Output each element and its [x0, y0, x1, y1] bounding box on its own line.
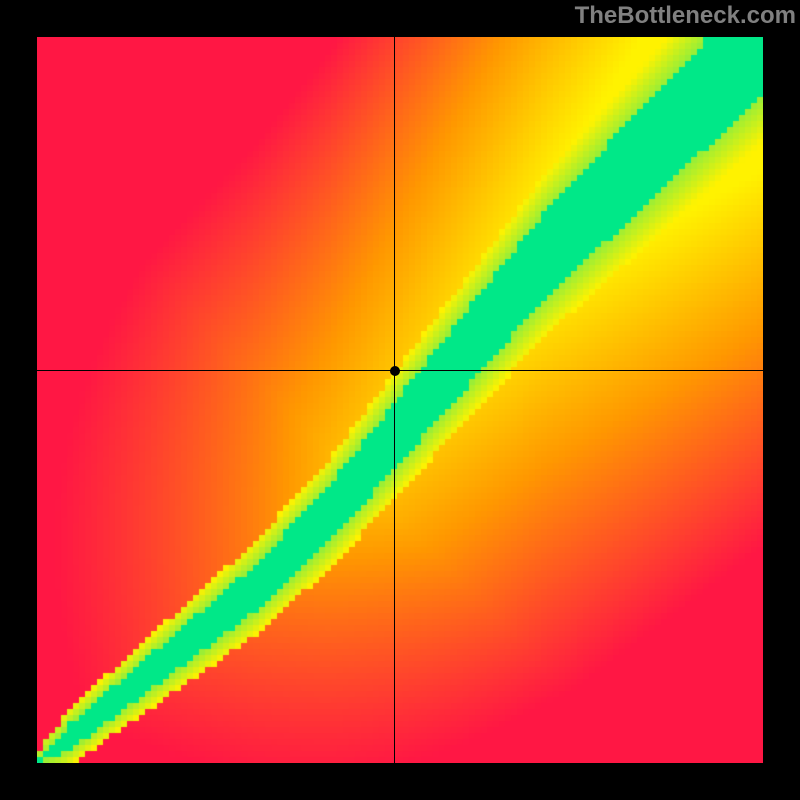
heatmap-canvas: [37, 37, 763, 763]
crosshair-dot: [390, 366, 400, 376]
crosshair-vertical: [394, 37, 395, 763]
watermark-text: TheBottleneck.com: [575, 2, 796, 30]
chart-container: TheBottleneck.com: [0, 0, 800, 800]
heatmap-area: [37, 37, 763, 763]
crosshair-horizontal: [37, 370, 763, 371]
